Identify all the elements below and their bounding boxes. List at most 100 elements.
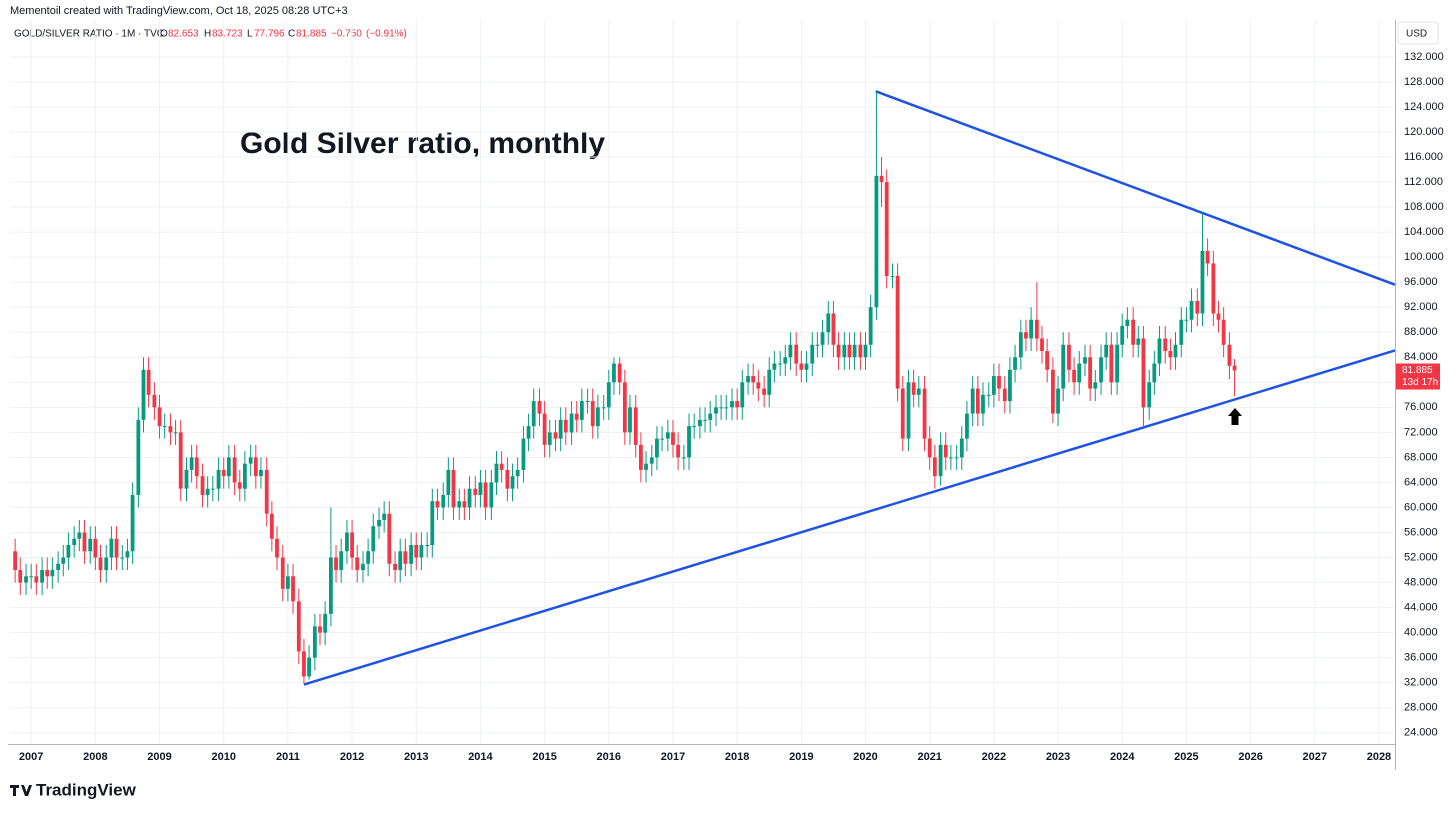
- candle-body: [895, 275, 900, 389]
- candle-body: [938, 444, 943, 477]
- candle-body: [687, 426, 691, 458]
- candle-body: [50, 570, 55, 577]
- candle-body: [1051, 369, 1055, 414]
- candle-body: [1045, 351, 1050, 370]
- candle-body: [1109, 344, 1114, 383]
- x-tick-label: 2021: [917, 751, 941, 763]
- candle-body: [563, 419, 568, 433]
- candle-body: [1040, 338, 1044, 352]
- candle-body: [981, 394, 985, 414]
- candle-body: [751, 376, 756, 383]
- candle-body: [1077, 363, 1082, 383]
- candle-body: [120, 557, 125, 559]
- x-tick-label: 2020: [853, 751, 877, 763]
- candle-body: [403, 551, 408, 564]
- candle-body: [1152, 363, 1157, 383]
- candle-body: [874, 175, 879, 308]
- y-tick-label: 24.000: [1404, 727, 1438, 739]
- y-tick-label: 112.000: [1404, 176, 1443, 188]
- y-tick-label: 124.000: [1404, 101, 1444, 113]
- candle-body: [997, 376, 1001, 389]
- candle-body: [1056, 388, 1060, 414]
- candle-body: [152, 394, 157, 408]
- candle-body: [425, 545, 430, 547]
- candle-body: [489, 482, 494, 508]
- candle-body: [612, 363, 616, 383]
- currency[interactable]: USD: [1406, 29, 1427, 40]
- credit: Mementoil created with TradingView.com, …: [10, 5, 348, 17]
- candle-body: [350, 532, 354, 558]
- candle-body: [157, 407, 162, 427]
- currency-box[interactable]: [1397, 21, 1439, 45]
- candle-body: [820, 332, 825, 345]
- legend-open: 82.653: [168, 29, 199, 40]
- candle-body: [810, 344, 815, 364]
- candle-body: [1232, 365, 1237, 371]
- candle-body: [253, 457, 258, 477]
- y-tick-label: 128.000: [1404, 76, 1444, 88]
- candle-body: [676, 444, 681, 458]
- x-tick-label: 2015: [532, 751, 556, 763]
- candle-body: [906, 382, 911, 439]
- candle-body: [1088, 357, 1093, 389]
- candle-body: [72, 538, 77, 546]
- candle-body: [173, 432, 178, 434]
- candle-body: [585, 401, 590, 403]
- candle-body: [1163, 338, 1168, 352]
- candle-body: [1034, 319, 1039, 339]
- candle-body: [361, 563, 365, 571]
- candle-body: [858, 344, 863, 358]
- x-tick-label: 2013: [404, 751, 428, 763]
- candle-body: [714, 407, 718, 414]
- candle-body: [665, 432, 670, 439]
- candle-body: [1104, 344, 1109, 358]
- y-tick-label: 44.000: [1404, 601, 1438, 613]
- candle-body: [900, 388, 905, 439]
- candle-body: [189, 457, 194, 470]
- candle-body: [194, 457, 199, 477]
- candle-body: [1072, 369, 1077, 383]
- candle-body: [18, 570, 23, 583]
- countdown: 13d 17h: [1402, 377, 1438, 388]
- x-tick-label: 2008: [83, 751, 107, 763]
- y-tick-label: 116.000: [1404, 151, 1443, 163]
- candle-body: [226, 457, 231, 477]
- x-tick-label: 2028: [1367, 751, 1391, 763]
- candle-body: [1179, 319, 1184, 345]
- y-tick-label: 132.000: [1404, 51, 1444, 63]
- symbol: GOLD/SILVER RATIO · 1M · TVC: [14, 29, 164, 40]
- candle-body: [553, 432, 558, 439]
- candle-body: [730, 401, 734, 408]
- candle-body: [232, 457, 237, 483]
- y-tick-label: 28.000: [1404, 702, 1438, 714]
- candle-body: [948, 457, 953, 459]
- candle-body: [515, 469, 520, 477]
- candle-body: [1227, 344, 1232, 366]
- candle-body: [339, 551, 344, 571]
- candle-body: [56, 563, 61, 571]
- candle-body: [655, 438, 659, 458]
- logo-icon: [10, 785, 32, 796]
- candle-body: [435, 501, 440, 508]
- candle-body: [884, 182, 889, 276]
- candle-body: [136, 419, 141, 495]
- candle-body: [852, 344, 857, 358]
- x-tick-label: 2027: [1303, 751, 1327, 763]
- candle-body: [467, 488, 472, 508]
- candle-body: [1157, 338, 1162, 364]
- candle-body: [398, 551, 403, 571]
- candle-body: [168, 426, 173, 433]
- candle-body: [248, 457, 253, 464]
- candle-body: [735, 401, 740, 408]
- candle-body: [473, 488, 478, 495]
- trendlines: [303, 90, 1396, 686]
- candle-body: [943, 444, 948, 458]
- candle-body: [1093, 382, 1098, 389]
- candle-body: [932, 457, 937, 477]
- candle-body: [184, 469, 189, 489]
- candle-body: [1173, 344, 1178, 358]
- y-tick-label: 108.000: [1404, 201, 1444, 213]
- candle-body: [547, 432, 552, 445]
- candle-body: [681, 457, 686, 459]
- candle-body: [296, 601, 301, 652]
